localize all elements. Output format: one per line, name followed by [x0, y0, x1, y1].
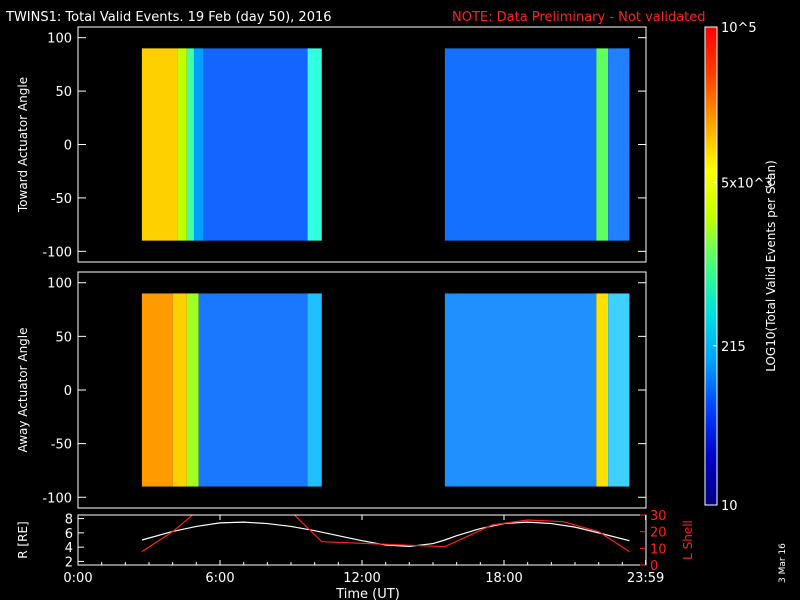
heatmap-band — [193, 48, 204, 241]
colorbar-tick-label: 10^5 — [721, 21, 757, 36]
y-tick-label: 2 — [65, 555, 73, 570]
y-tick-label-right: 20 — [650, 526, 667, 541]
y-tick-label: 0 — [64, 139, 72, 154]
toward-actuator-panel: 100 50 0 -50 -100 Toward Actuator Angle — [16, 26, 647, 263]
y-axis-label-right: L Shell — [681, 520, 695, 560]
y-tick-label: 8 — [65, 513, 73, 528]
panel-frame — [77, 514, 647, 566]
heatmap-band — [186, 48, 194, 241]
y-tick-label-right: 0 — [650, 559, 658, 574]
heatmap-band — [177, 48, 187, 241]
heatmap-band — [141, 293, 173, 487]
y-tick-label: -100 — [42, 245, 72, 260]
heatmap-band — [444, 48, 597, 241]
y-tick-label: 50 — [55, 330, 72, 345]
x-tick-label: 23:59 — [627, 571, 664, 586]
x-axis-label: Time (UT) — [335, 587, 400, 600]
y-tick-label: -100 — [42, 491, 72, 506]
colorbar-tick-label: 5x10^3 — [721, 176, 773, 191]
heatmap-band — [172, 293, 187, 487]
colorbar-scale — [704, 26, 718, 506]
colorbar-tick-label: 215 — [721, 340, 746, 355]
y-axis-label: Toward Actuator Angle — [16, 77, 30, 213]
date-stamp: 3 Mar 16 — [778, 543, 788, 583]
x-tick-label: 6:00 — [205, 571, 234, 586]
x-tick-label: 12:00 — [343, 571, 380, 586]
heatmap-band — [186, 293, 199, 487]
heatmap-band — [198, 293, 308, 487]
heatmap-band — [596, 48, 609, 241]
heatmap-band — [307, 48, 322, 241]
chart-title: TWINS1: Total Valid Events. 19 Feb (day … — [5, 10, 332, 25]
heatmap-band — [596, 293, 609, 487]
heatmap-band — [203, 48, 308, 241]
colorbar: 10 215 5x10^3 10^5 LOG10(Total Valid Events … — [704, 21, 778, 514]
preliminary-note: NOTE: Data Preliminary - Not validated — [452, 10, 706, 25]
y-tick-label: 50 — [55, 85, 72, 100]
y-tick-label: 4 — [65, 541, 73, 556]
heatmap-band — [141, 48, 178, 241]
x-tick-label: 0:00 — [63, 571, 92, 586]
y-tick-label: 100 — [47, 32, 72, 47]
radius-line — [141, 521, 630, 548]
y-tick-label: 100 — [47, 277, 72, 292]
l-shell-line — [141, 515, 630, 553]
x-tick-label: 18:00 — [485, 571, 522, 586]
colorbar-tick-label: 10 — [721, 499, 738, 514]
y-tick-label-right: 30 — [650, 509, 667, 524]
y-tick-label: 0 — [64, 384, 72, 399]
heatmap-band — [608, 293, 630, 487]
away-actuator-panel: 100 50 0 -50 -100 Away Actuator Angle — [16, 271, 647, 509]
y-tick-label: -50 — [51, 192, 72, 207]
y-tick-label-right: 10 — [650, 542, 667, 557]
y-tick-label: 6 — [65, 527, 73, 542]
y-tick-label: -50 — [51, 438, 72, 453]
heatmap-band — [444, 293, 597, 487]
y-axis-label: Away Actuator Angle — [16, 327, 30, 452]
heatmap-band — [307, 293, 322, 487]
heatmap-band — [608, 48, 630, 241]
colorbar-label: LOG10(Total Valid Events per Scan) — [764, 160, 778, 372]
y-axis-label: R [RE] — [16, 521, 30, 558]
